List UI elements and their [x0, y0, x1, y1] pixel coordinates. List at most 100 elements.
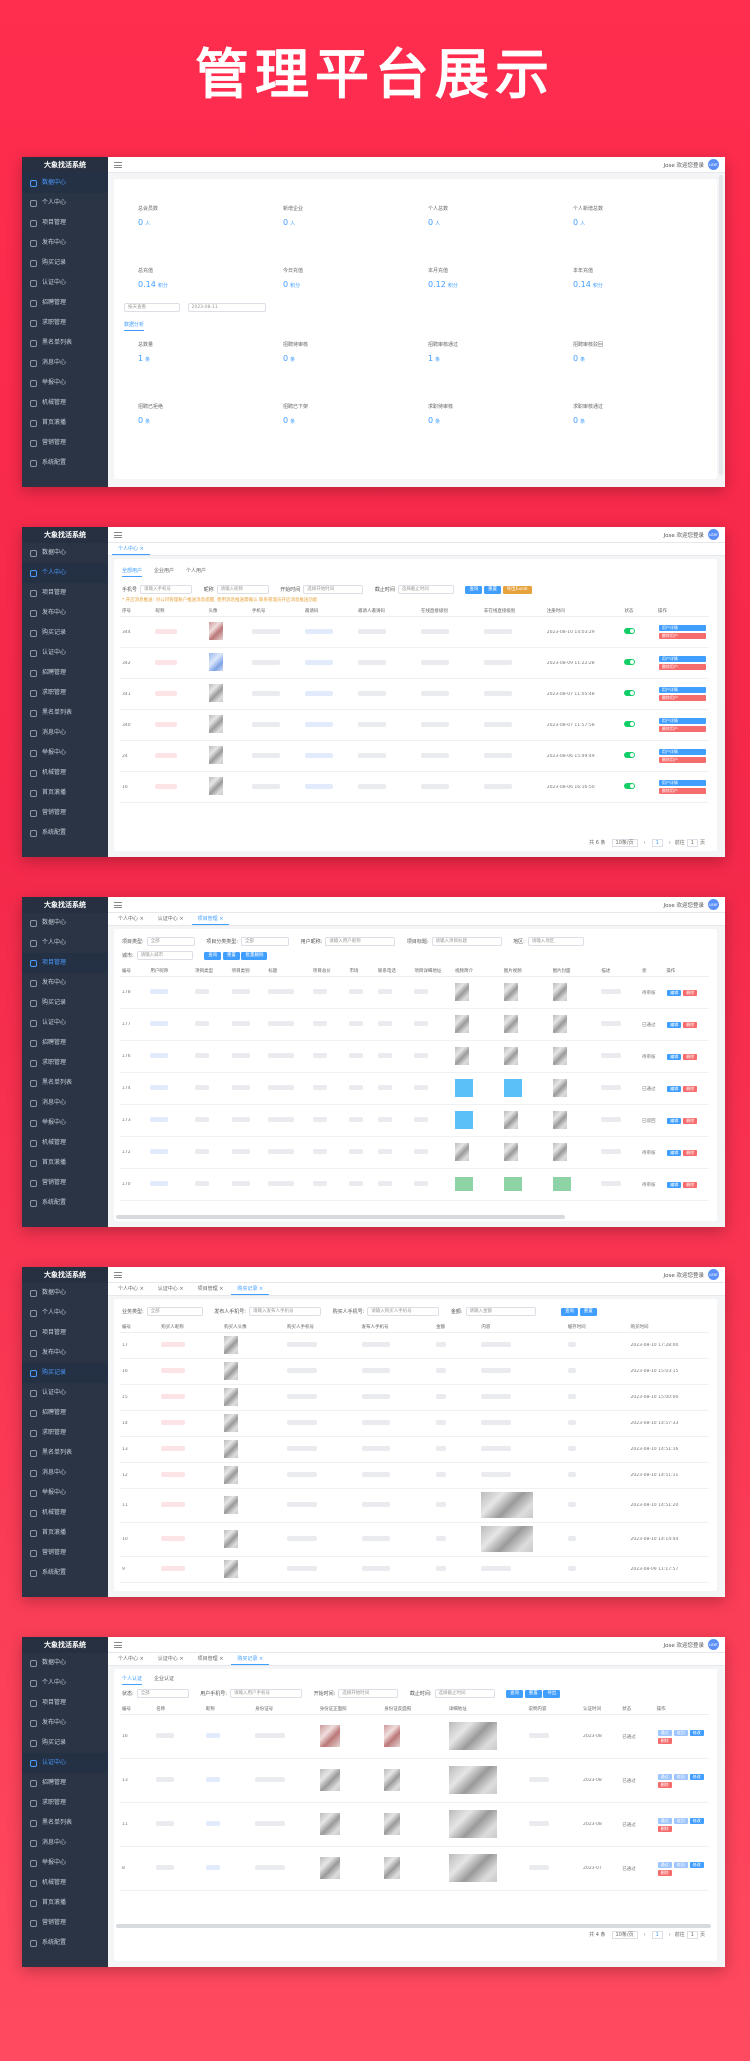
menu-toggle-icon[interactable] [114, 1641, 122, 1648]
sidebar-item[interactable]: 机械管理 [22, 1133, 108, 1153]
delete-button[interactable]: 删除 [683, 1181, 698, 1188]
sidebar-item[interactable]: 首页滚播 [22, 413, 108, 433]
search-button[interactable]: 查询 [561, 1307, 579, 1316]
delete-button[interactable]: 删除 [683, 989, 698, 996]
subtab[interactable]: 企业用户 [154, 568, 175, 574]
close-icon[interactable]: × [138, 546, 144, 552]
sidebar-item[interactable]: 黑名单列表 [22, 1073, 108, 1093]
publisher-phone-input[interactable]: 请输入发布人手机号 [248, 1307, 321, 1316]
delete-button[interactable]: 删除 [683, 1021, 698, 1028]
sidebar-item[interactable]: 项目管理 [22, 1693, 108, 1713]
reset-button[interactable]: 重置 [579, 1307, 597, 1316]
reset-button[interactable]: 重置 [524, 1689, 542, 1698]
menu-toggle-icon[interactable] [114, 161, 122, 168]
sidebar-item[interactable]: 消息中心 [22, 1833, 108, 1853]
sidebar-item[interactable]: 认证中心 [22, 1383, 108, 1403]
goto-input[interactable]: 1 [686, 839, 698, 847]
close-icon[interactable]: × [177, 1656, 184, 1662]
sidebar-item[interactable]: 首页滚播 [22, 1893, 108, 1913]
sidebar-item[interactable]: 举报中心 [22, 1853, 108, 1873]
sidebar-item[interactable]: 消息中心 [22, 353, 108, 373]
delete-button[interactable]: 删除 [683, 1149, 698, 1156]
delete-user-button[interactable]: 删除用户 [658, 664, 706, 670]
menu-toggle-icon[interactable] [114, 531, 122, 538]
sidebar-item[interactable]: 认证中心 [22, 1013, 108, 1033]
modify-button[interactable]: 修改 [689, 1773, 704, 1780]
avatar[interactable]: user [708, 1639, 719, 1650]
current-page[interactable]: 1 [651, 1931, 663, 1939]
modify-button[interactable]: 修改 [689, 1729, 704, 1736]
start-date-input[interactable]: 选择开始时间 [338, 1689, 399, 1698]
delete-button[interactable]: 删除 [683, 1053, 698, 1060]
sidebar-item[interactable]: 发布中心 [22, 973, 108, 993]
sidebar-item[interactable]: 招聘管理 [22, 1403, 108, 1423]
close-icon[interactable]: × [177, 1286, 184, 1292]
export-button[interactable]: 导出Excel [502, 585, 532, 594]
delete-button[interactable]: 删除 [683, 1085, 698, 1092]
sidebar-item[interactable]: 数据中心 [22, 173, 108, 193]
sidebar-item[interactable]: 发布中心 [22, 603, 108, 623]
sidebar-item[interactable]: 个人中心 [22, 1673, 108, 1693]
user-detail-button[interactable]: 用户详情 [658, 687, 706, 693]
tab-data-analysis[interactable]: 数据分析 [124, 322, 145, 331]
sidebar-item[interactable]: 发布中心 [22, 233, 108, 253]
sidebar-item[interactable]: 系统配置 [22, 1563, 108, 1583]
sidebar-item[interactable]: 数据中心 [22, 913, 108, 933]
user-detail-button[interactable]: 用户详情 [658, 718, 706, 724]
sidebar-item[interactable]: 首页滚播 [22, 1153, 108, 1173]
page-size-select[interactable]: 10条/页 [611, 1931, 638, 1939]
sidebar-item[interactable]: 招聘管理 [22, 663, 108, 683]
sidebar-item[interactable]: 举报中心 [22, 743, 108, 763]
search-button[interactable]: 查询 [204, 951, 222, 960]
edit-button[interactable]: 编辑 [667, 1117, 682, 1124]
sidebar-item[interactable]: 数据中心 [22, 1283, 108, 1303]
end-date-input[interactable]: 选择截止时间 [397, 585, 454, 594]
reject-button[interactable]: 驳回 [673, 1861, 688, 1868]
sidebar-item[interactable]: 个人中心 [22, 563, 108, 583]
avatar[interactable]: user [708, 529, 719, 540]
sidebar-item[interactable]: 项目管理 [22, 583, 108, 603]
sidebar-item[interactable]: 项目管理 [22, 953, 108, 973]
type-select[interactable]: 全部 [146, 937, 195, 946]
reject-button[interactable]: 驳回 [673, 1729, 688, 1736]
approve-button[interactable]: 通过 [657, 1773, 672, 1780]
sidebar-item[interactable]: 发布中心 [22, 1713, 108, 1733]
sidebar-item[interactable]: 发布中心 [22, 1343, 108, 1363]
page-tab[interactable]: 购买记录 × [231, 1654, 270, 1665]
range-select[interactable]: 按天查看 [124, 303, 180, 312]
sidebar-item[interactable]: 机械管理 [22, 763, 108, 783]
user-detail-button[interactable]: 用户详情 [658, 780, 706, 786]
close-icon[interactable]: × [257, 1656, 264, 1662]
page-tab[interactable]: 个人中心 × [112, 544, 150, 555]
area-input[interactable]: 请输入地区 [527, 937, 584, 946]
status-toggle[interactable] [624, 783, 636, 789]
search-button[interactable]: 查询 [506, 1689, 524, 1698]
prev-icon[interactable]: ‹ [643, 840, 646, 846]
reset-button[interactable]: 重置 [222, 951, 240, 960]
user-input[interactable]: 请输入用户昵称 [325, 937, 396, 946]
page-tab[interactable]: 个人中心 × [112, 914, 150, 925]
close-icon[interactable]: × [138, 1656, 144, 1662]
delete-button[interactable]: 删除 [657, 1737, 672, 1744]
delete-button[interactable]: 删除 [657, 1869, 672, 1876]
sidebar-item[interactable]: 营销管理 [22, 433, 108, 453]
nickname-input[interactable]: 请输入昵称 [216, 585, 269, 594]
close-icon[interactable]: × [217, 1286, 224, 1292]
approve-button[interactable]: 通过 [657, 1729, 672, 1736]
subtab[interactable]: 个人认证 [122, 1676, 143, 1685]
page-tab[interactable]: 项目管理 × [192, 1654, 230, 1665]
reject-button[interactable]: 驳回 [673, 1817, 688, 1824]
page-tab[interactable]: 认证中心 × [152, 1284, 190, 1295]
status-toggle[interactable] [624, 690, 636, 696]
sidebar-item[interactable]: 认证中心 [22, 273, 108, 293]
sidebar-item[interactable]: 数据中心 [22, 1653, 108, 1673]
page-tab[interactable]: 购买记录 × [231, 1284, 270, 1295]
sidebar-item[interactable]: 举报中心 [22, 1113, 108, 1133]
sidebar-item[interactable]: 黑名单列表 [22, 1813, 108, 1833]
city-input[interactable]: 请输入城市 [136, 951, 193, 960]
close-icon[interactable]: × [257, 1286, 264, 1292]
page-tab[interactable]: 项目管理 × [192, 1284, 230, 1295]
sidebar-item[interactable]: 购买记录 [22, 253, 108, 273]
edit-button[interactable]: 编辑 [667, 989, 682, 996]
delete-user-button[interactable]: 删除用户 [658, 726, 706, 732]
